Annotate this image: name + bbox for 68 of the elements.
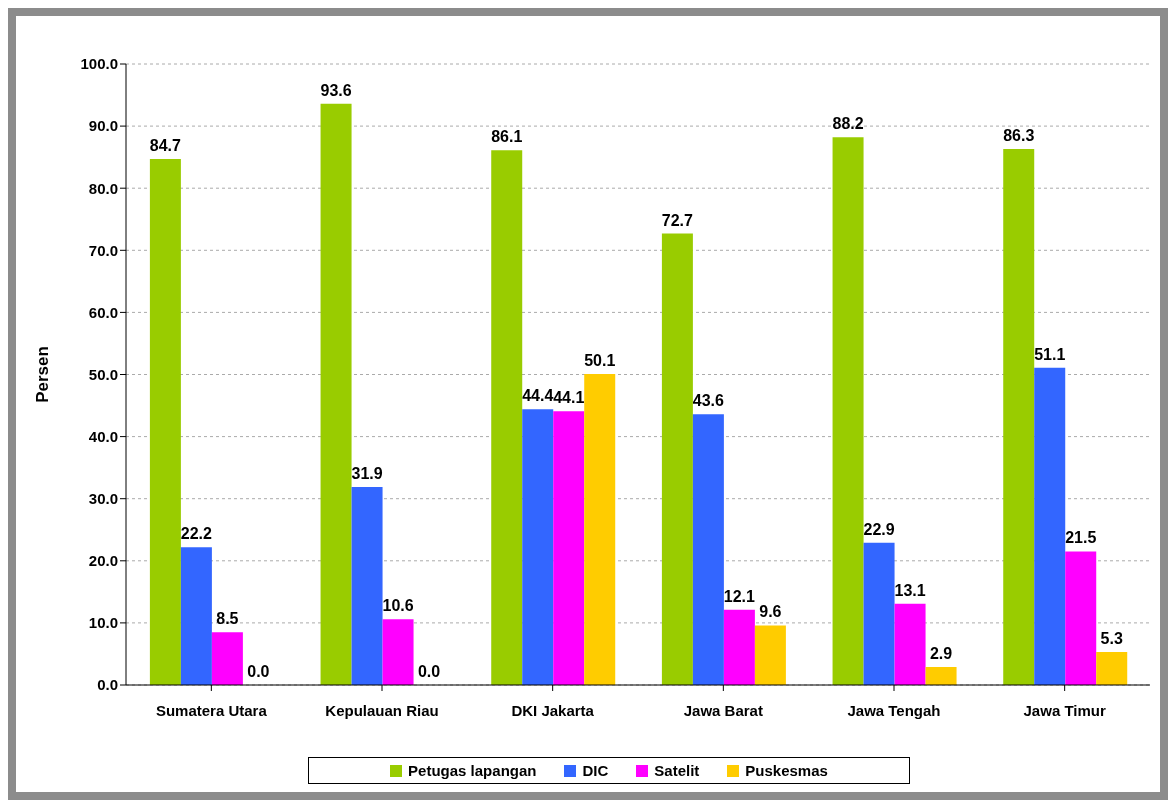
bar	[382, 619, 414, 685]
y-tick-label: 70.0	[88, 241, 118, 259]
data-label: 0.0	[247, 662, 270, 680]
data-label: 88.2	[832, 115, 864, 133]
bar	[894, 603, 926, 685]
x-tick-label: Jawa Barat	[683, 701, 763, 719]
data-label: 86.3	[1003, 127, 1035, 145]
bar	[320, 103, 352, 685]
data-label: 0.0	[417, 662, 441, 680]
bar	[925, 666, 957, 685]
bar	[692, 414, 724, 685]
data-label: 84.7	[149, 137, 182, 155]
data-label: 21.5	[1065, 529, 1097, 547]
data-label: 44.4	[522, 387, 554, 405]
legend-label: Satelit	[653, 762, 700, 779]
bar	[180, 547, 212, 685]
y-tick-label: 0.0	[97, 676, 118, 694]
y-tick-label: 100.0	[80, 55, 118, 73]
bar	[211, 632, 243, 685]
y-tick-label: 80.0	[88, 179, 118, 197]
data-label: 50.1	[584, 351, 616, 369]
x-tick-label: Jawa Tengah	[847, 701, 941, 719]
legend-label: Puskesmas	[744, 762, 828, 779]
data-label: 13.1	[894, 581, 926, 599]
bar	[149, 159, 181, 685]
y-tick-label: 90.0	[88, 117, 118, 135]
bar	[723, 609, 755, 685]
data-label: 22.2	[180, 525, 213, 543]
bar	[754, 625, 786, 685]
y-tick-label: 40.0	[88, 427, 118, 445]
bar	[522, 409, 554, 685]
bar	[832, 137, 864, 685]
y-tick-label: 30.0	[88, 490, 118, 508]
data-label: 93.6	[320, 81, 352, 99]
data-label: 12.1	[723, 587, 756, 605]
bar	[1003, 149, 1035, 685]
data-label: 51.1	[1034, 345, 1066, 363]
x-tick-label: Kepulauan Riau	[325, 701, 439, 719]
bar	[863, 542, 895, 685]
data-label: 22.9	[863, 520, 895, 538]
bar	[491, 150, 523, 685]
bar	[584, 373, 616, 685]
legend-label: Petugas lapangan	[407, 762, 537, 779]
data-label: 5.3	[1100, 630, 1123, 648]
legend-label: DIC	[581, 762, 609, 779]
data-label: 10.6	[382, 597, 414, 615]
y-axis-title: Persen	[33, 346, 53, 403]
x-tick-label: Sumatera Utara	[155, 701, 268, 719]
data-label: 44.1	[553, 389, 585, 407]
bar	[1034, 367, 1066, 685]
y-tick-label: 10.0	[88, 614, 118, 632]
data-label: 31.9	[351, 464, 383, 482]
x-tick-label: DKI Jakarta	[511, 701, 595, 719]
data-label: 43.6	[692, 392, 725, 410]
bar	[1096, 652, 1128, 685]
data-label: 2.9	[929, 644, 953, 662]
x-tick-label: Jawa Timur	[1023, 701, 1106, 719]
bar	[1065, 551, 1097, 685]
data-label: 8.5	[216, 610, 239, 628]
bar	[351, 486, 383, 685]
data-label: 86.1	[491, 128, 523, 146]
y-tick-label: 20.0	[88, 552, 118, 570]
data-label: 72.7	[661, 211, 694, 229]
data-label: 9.6	[759, 603, 782, 621]
bar	[553, 411, 585, 685]
y-tick-label: 60.0	[88, 303, 118, 321]
y-tick-label: 50.0	[88, 365, 118, 383]
bar	[661, 233, 693, 685]
